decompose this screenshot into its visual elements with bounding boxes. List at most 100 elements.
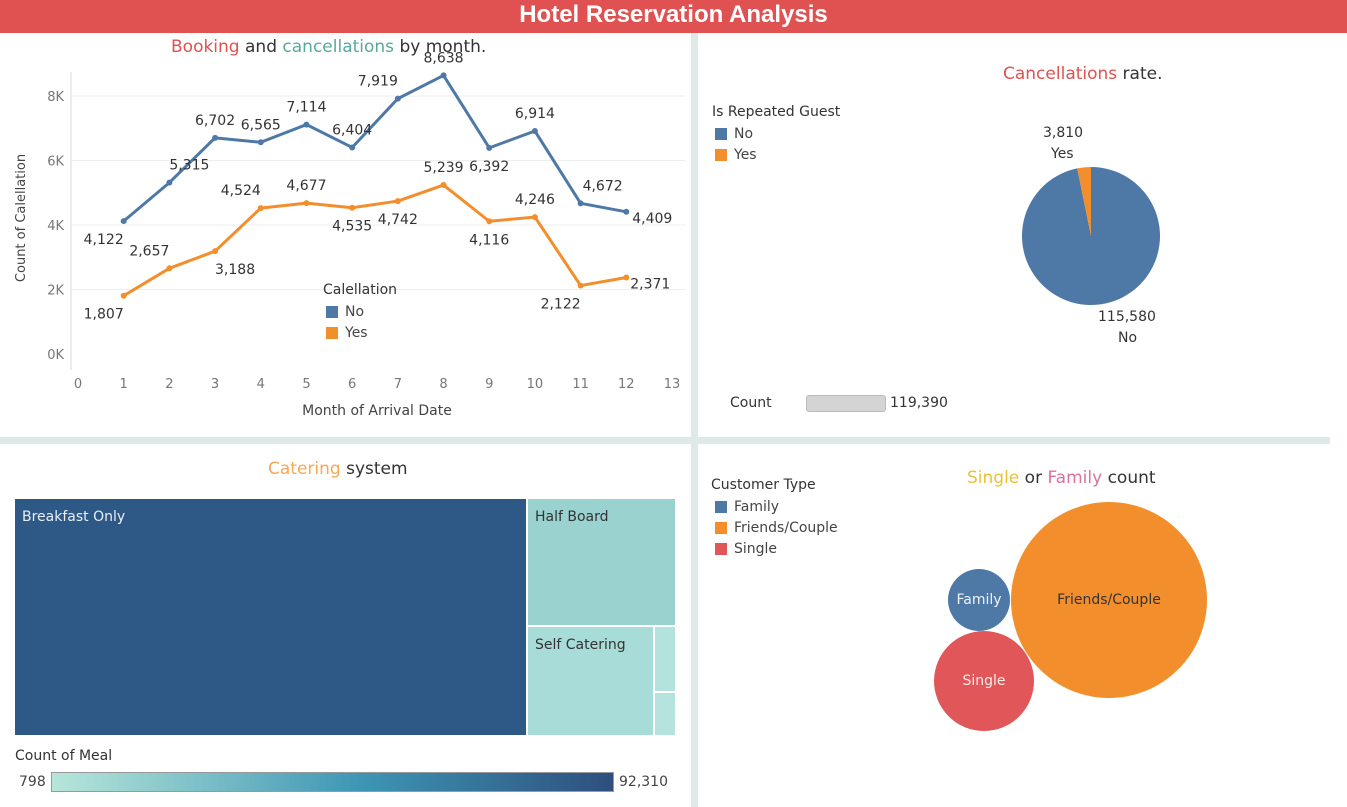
line-chart-title: Booking and cancellations by month.	[171, 37, 486, 57]
pie-legend-yes-swatch	[715, 149, 727, 161]
pie-label-no-value: 115,580	[1098, 309, 1156, 325]
data-point[interactable]	[440, 72, 447, 79]
data-point[interactable]	[349, 144, 356, 151]
title-booking: Booking	[171, 37, 240, 57]
data-point[interactable]	[212, 248, 219, 255]
y-tick-label: 2K	[47, 284, 64, 299]
x-axis-title: Month of Arrival Date	[302, 403, 452, 419]
title-or: or	[1019, 468, 1048, 488]
title-system: system	[340, 459, 408, 479]
bubble-legend-friends[interactable]: Friends/Couple	[715, 520, 838, 536]
data-point[interactable]	[440, 182, 447, 189]
x-tick-label: 8	[439, 377, 447, 392]
data-point[interactable]	[531, 214, 538, 221]
data-label: 8,638	[423, 50, 463, 66]
bubble-legend-single-label: Single	[734, 541, 778, 557]
data-label: 4,409	[632, 211, 672, 227]
pie-slice-yes[interactable]	[1077, 167, 1091, 236]
x-tick-label: 6	[348, 377, 356, 392]
bubble-legend-title: Customer Type	[711, 477, 816, 493]
bubble-legend-family[interactable]: Family	[715, 499, 779, 515]
line-legend-no-swatch	[326, 306, 338, 318]
data-point[interactable]	[120, 218, 127, 225]
treemap-cell-small-1[interactable]	[654, 626, 676, 692]
bubble-legend-single[interactable]: Single	[715, 541, 777, 557]
data-label: 6,565	[241, 117, 281, 133]
pie-label-yes-value: 3,810	[1043, 125, 1084, 141]
pie-count-label: Count	[730, 395, 772, 411]
data-point[interactable]	[257, 139, 264, 146]
bubble-chart-title: Single or Family count	[967, 468, 1156, 488]
x-tick-label: 10	[527, 377, 544, 392]
bubble-legend-friends-swatch	[715, 522, 727, 534]
data-point[interactable]	[486, 218, 493, 225]
vertical-divider	[691, 33, 698, 807]
data-label: 6,404	[332, 122, 372, 138]
data-point[interactable]	[303, 121, 310, 128]
x-tick-label: 0	[74, 377, 82, 392]
y-tick-label: 4K	[47, 219, 64, 234]
x-tick-label: 13	[664, 377, 681, 392]
data-label: 5,239	[423, 160, 463, 176]
data-point[interactable]	[486, 144, 493, 151]
bubble-friends-couple[interactable]: Friends/Couple	[1011, 502, 1207, 698]
treemap-cell-breakfast-only[interactable]: Breakfast Only	[14, 498, 527, 736]
data-point[interactable]	[166, 179, 173, 186]
data-label: 4,535	[332, 219, 372, 235]
pie-label-yes-name: Yes	[1051, 146, 1074, 162]
data-point[interactable]	[303, 200, 310, 207]
pie-count-bar	[806, 395, 886, 412]
data-label: 4,677	[286, 178, 326, 194]
data-label: 5,315	[169, 158, 209, 174]
pie-legend-no[interactable]: No	[715, 126, 753, 142]
treemap-cell-self-catering[interactable]: Self Catering	[527, 626, 654, 736]
line-legend-no[interactable]: No	[326, 304, 364, 320]
bubble-legend-friends-label: Friends/Couple	[734, 520, 838, 536]
data-point[interactable]	[166, 265, 173, 272]
bubble-legend-family-swatch	[715, 501, 727, 513]
pie-chart-title: Cancellations rate.	[1003, 64, 1163, 84]
x-tick-label: 9	[485, 377, 493, 392]
data-point[interactable]	[394, 198, 401, 205]
y-tick-label: 0K	[47, 348, 64, 363]
data-label: 4,524	[221, 183, 261, 199]
data-point[interactable]	[120, 292, 127, 299]
line-legend-no-label: No	[345, 304, 365, 320]
treemap-label-breakfast-only: Breakfast Only	[22, 509, 126, 525]
data-point[interactable]	[257, 205, 264, 212]
data-point[interactable]	[212, 134, 219, 141]
treemap-cell-small-2[interactable]	[654, 692, 676, 736]
treemap-cell-half-board[interactable]: Half Board	[527, 498, 676, 626]
pie-count-value: 119,390	[890, 395, 948, 411]
pie-legend-yes-label: Yes	[734, 147, 757, 163]
title-cancellations-rate: Cancellations	[1003, 64, 1118, 84]
data-point[interactable]	[623, 208, 630, 215]
pie-legend-title: Is Repeated Guest	[712, 104, 841, 120]
data-label: 4,742	[378, 212, 418, 228]
data-point[interactable]	[623, 274, 630, 281]
treemap-label-half-board: Half Board	[535, 509, 609, 525]
data-label: 2,657	[129, 243, 169, 259]
line-legend-yes[interactable]: Yes	[326, 325, 368, 341]
data-label: 6,702	[195, 113, 235, 129]
data-label: 4,116	[469, 232, 509, 248]
data-label: 1,807	[84, 307, 124, 323]
y-axis-title: Count of Calellation	[14, 154, 29, 282]
bubble-family[interactable]: Family	[948, 569, 1010, 631]
x-tick-label: 11	[572, 377, 589, 392]
data-label: 2,122	[541, 297, 581, 313]
title-by-month: by month.	[394, 37, 487, 57]
title-catering: Catering	[268, 459, 341, 479]
horizontal-divider	[0, 437, 1330, 444]
data-point[interactable]	[577, 282, 584, 289]
data-point[interactable]	[394, 95, 401, 102]
bubble-legend-single-swatch	[715, 543, 727, 555]
bubble-single[interactable]: Single	[934, 631, 1034, 731]
title-and: and	[239, 37, 283, 57]
pie-legend-yes[interactable]: Yes	[715, 147, 757, 163]
data-point[interactable]	[531, 128, 538, 135]
data-point[interactable]	[577, 200, 584, 207]
data-point[interactable]	[349, 204, 356, 211]
x-tick-label: 7	[394, 377, 402, 392]
